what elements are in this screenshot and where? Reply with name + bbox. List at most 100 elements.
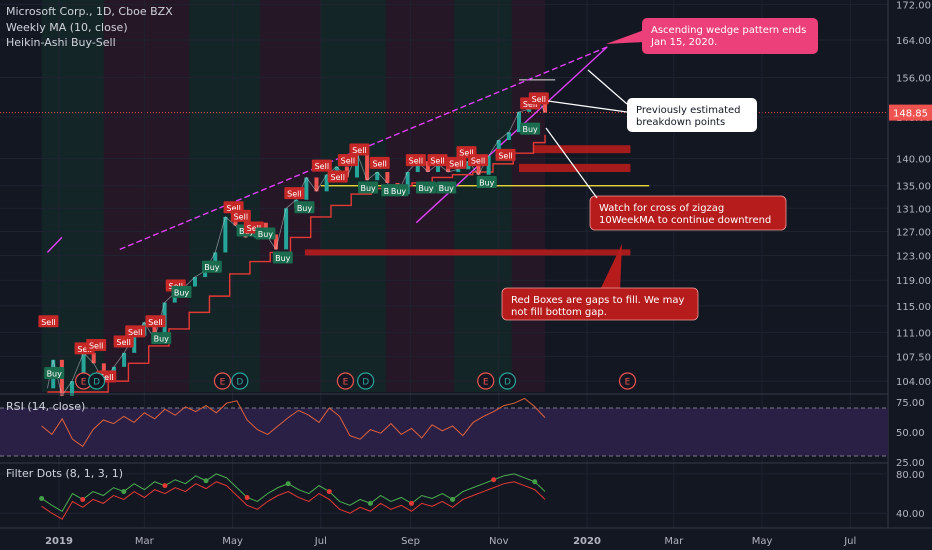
sell-label-box [145, 315, 166, 328]
sell-label: Sell [532, 95, 546, 104]
callout-box [627, 98, 757, 132]
filter-dot [39, 495, 45, 501]
sell-label: Sell [226, 204, 240, 213]
callout-text: 10WeekMA to continue downtrend [599, 215, 771, 226]
sell-label: Sell [148, 318, 162, 327]
gap-box [304, 249, 631, 256]
rsi-tick-label: 75.00 [896, 398, 925, 409]
sell-label: Sell [41, 318, 55, 327]
marker-letter: E [81, 378, 87, 388]
callout-text: Ascending wedge pattern ends [651, 25, 806, 36]
price-tick-label: 111.00 [896, 328, 931, 339]
time-tick-label: Mar [664, 536, 684, 547]
sell-label-box [468, 154, 489, 167]
marker-letter: E [220, 378, 226, 388]
sell-label: Sell [471, 157, 485, 166]
buy-label-box [520, 122, 541, 135]
sell-label-box [369, 156, 390, 169]
sell-label-box [327, 170, 348, 183]
buy-label-box [476, 175, 497, 188]
price-candle [192, 277, 197, 287]
buy-label: Buy [275, 254, 291, 263]
price-candle [456, 169, 461, 172]
price-tick-label: 156.00 [896, 73, 931, 84]
price-candle [132, 335, 137, 353]
price-candle [304, 177, 309, 200]
price-tick-label: 164.00 [896, 36, 931, 47]
wedge-line [46, 236, 63, 253]
price-tick-label: 107.50 [896, 352, 931, 363]
filter-dot [285, 481, 291, 487]
callout-text: breakdown points [636, 117, 725, 128]
sell-label: Sell [372, 159, 386, 168]
price-candle [425, 161, 430, 172]
buy-label: Buy [479, 178, 495, 187]
buy-label-box [415, 181, 436, 194]
sell-label: Sell [341, 157, 355, 166]
price-candle [70, 381, 75, 396]
buy-label-box [151, 332, 172, 345]
callout-text: Red Boxes are gaps to fill. We may [511, 295, 684, 306]
price-candle [543, 96, 548, 113]
buy-label: Buy [297, 204, 313, 213]
dividend-marker [498, 372, 517, 390]
price-candle [223, 216, 228, 253]
time-tick-label: 2019 [45, 536, 73, 547]
buy-label: Buy [204, 263, 220, 272]
sell-label-box [337, 154, 358, 167]
filter-label: Filter Dots (8, 1, 3, 1) [6, 467, 124, 480]
price-tick-label: 123.00 [896, 251, 931, 262]
earnings-marker [213, 372, 232, 390]
sell-label: Sell [409, 157, 423, 166]
price-tick-label: 115.00 [896, 302, 931, 313]
buy-label: Buy [174, 288, 190, 297]
dividend-marker [231, 372, 249, 390]
time-tick-label: 2020 [573, 536, 601, 547]
earnings-marker [477, 372, 495, 390]
sell-label-box [113, 335, 134, 348]
price-candle [273, 234, 278, 250]
price-candle [486, 155, 491, 175]
buy-label: Buy [360, 184, 376, 193]
price-candle [517, 111, 522, 133]
sell-label: Sell [498, 151, 512, 160]
buy-label: Buy [154, 335, 170, 344]
marker-letter: E [483, 378, 489, 388]
sell-label: Sell [128, 328, 142, 337]
heikin-ashi-labels: Sell Buy Sell Sell Sell Sell Sell Sell Buy Sell Bu… [38, 92, 549, 383]
time-tick-label: Jul [314, 536, 327, 547]
price-tick-label: 172.00 [896, 0, 931, 11]
callout-text: Jan 15, 2020. [650, 37, 717, 48]
marker-letter: E [625, 378, 631, 388]
legend-symbol: Microsoft Corp., 1D, Cboe BZX [6, 5, 173, 18]
time-tick-label: Jul [843, 536, 856, 547]
filter-dots-pane: 80.00 40.00 [0, 462, 925, 520]
marker-letter: D [93, 378, 100, 388]
rsi-line [41, 397, 546, 448]
sell-label-box [125, 325, 146, 338]
callout-text: Previously estimated [636, 105, 741, 116]
callout-text: not fill bottom gap. [511, 307, 607, 318]
filter-dot [244, 494, 250, 500]
sell-label-box [230, 209, 251, 222]
price-tick-label: 135.00 [896, 182, 931, 193]
price-candle [415, 161, 420, 172]
filter-dot [326, 489, 332, 495]
sell-label: Sell [287, 190, 301, 199]
rsi-pane: 75.00 50.00 25.00 [0, 393, 925, 469]
sell-label-box [284, 187, 305, 200]
rsi-band [0, 408, 888, 456]
sell-label-box [86, 338, 107, 351]
time-tick-label: Nov [489, 536, 509, 547]
filter-signal-line [41, 481, 546, 520]
session-band [511, 0, 546, 392]
filter-dot [450, 496, 456, 502]
price-tick-label: 104.00 [896, 377, 931, 388]
price-candle [81, 352, 86, 382]
earnings-marker [336, 372, 355, 390]
filter-dot [367, 500, 373, 506]
filter-tick-label: 80.00 [896, 470, 925, 481]
